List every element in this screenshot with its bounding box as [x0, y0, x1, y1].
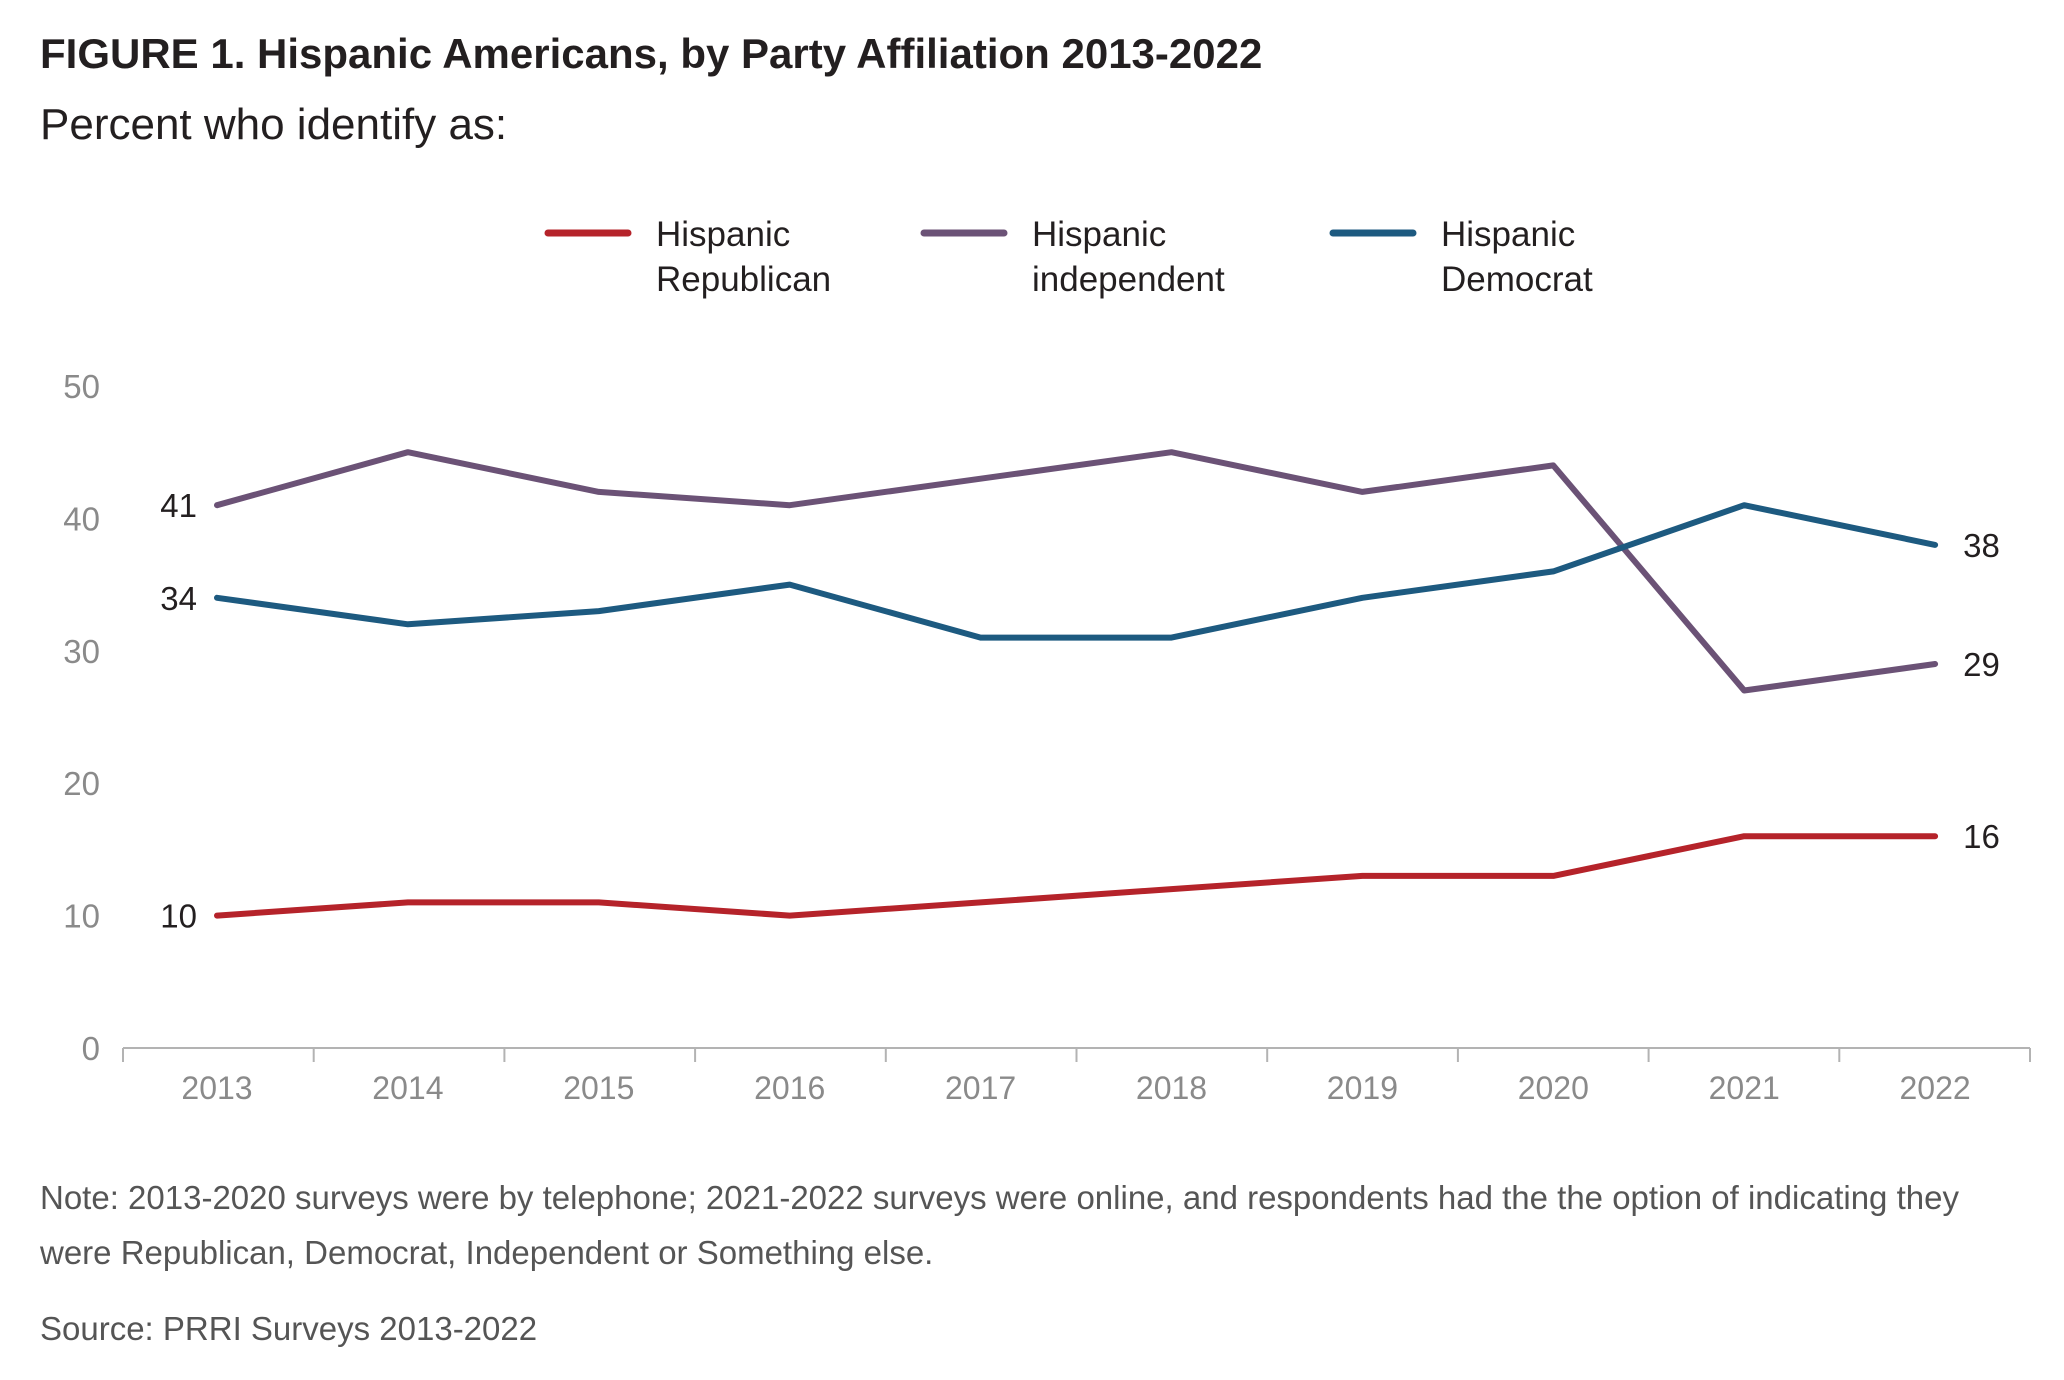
y-axis: 0 10 20 30 40 50 — [63, 368, 100, 1067]
series-line-hispanic-republican — [214, 833, 1939, 919]
y-tick-label: 0 — [82, 1030, 100, 1067]
x-axis: 2013 2014 2015 2016 2017 2018 2019 2020 2021 2022 — [122, 1047, 2031, 1106]
line-chart: HispanicRepublicanHispanicindependentHis… — [63, 215, 2031, 1106]
data-label: 29 — [1963, 646, 2000, 683]
legend-label: Hispanic — [1032, 215, 1166, 254]
data-labels: 10 16 41 29 34 38 — [160, 487, 2000, 934]
x-tick-label: 2016 — [754, 1070, 825, 1106]
y-tick-label: 50 — [63, 368, 100, 405]
chart-subtitle: Percent who identify as: — [40, 100, 508, 149]
chart-source: Source: PRRI Surveys 2013-2022 — [40, 1310, 538, 1347]
x-tick-label: 2018 — [1136, 1070, 1207, 1106]
x-tick-label: 2015 — [563, 1070, 634, 1106]
chart-note: Note: 2013-2020 surveys were by telephon… — [40, 1179, 1959, 1271]
x-tick-label: 2019 — [1327, 1070, 1398, 1106]
legend-item: Hispanic independent — [920, 215, 1225, 299]
x-tick-label: 2017 — [945, 1070, 1016, 1106]
data-label: 34 — [160, 580, 197, 617]
data-label: 38 — [1963, 527, 2000, 564]
chart-legend: HispanicRepublicanHispanicindependentHis… — [544, 215, 1593, 299]
y-tick-label: 40 — [63, 500, 100, 537]
x-tick-label: 2022 — [1900, 1070, 1971, 1106]
data-label: 16 — [1963, 818, 2000, 855]
y-tick-label: 20 — [63, 765, 100, 802]
legend-item: Hispanic Republican — [544, 215, 831, 299]
legend-label: independent — [1032, 260, 1225, 299]
y-tick-label: 30 — [63, 633, 100, 670]
legend-label: Republican — [656, 260, 831, 299]
x-tick-label: 2013 — [181, 1070, 252, 1106]
x-tick-label: 2021 — [1709, 1070, 1780, 1106]
chart-title: FIGURE 1. Hispanic Americans, by Party A… — [40, 30, 1263, 77]
series-line-hispanic-independent — [214, 449, 1939, 694]
x-tick-label: 2020 — [1518, 1070, 1589, 1106]
series-lines — [214, 449, 1939, 919]
y-tick-label: 10 — [63, 898, 100, 935]
legend-item: Hispanic Democrat — [1329, 215, 1593, 299]
legend-label: Democrat — [1441, 260, 1593, 299]
data-label: 41 — [160, 487, 197, 524]
data-label: 10 — [160, 898, 197, 935]
x-tick-label: 2014 — [372, 1070, 443, 1106]
legend-label: Hispanic — [1441, 215, 1575, 254]
series-line-hispanic-democrat — [214, 502, 1939, 641]
legend-label: Hispanic — [656, 215, 790, 254]
